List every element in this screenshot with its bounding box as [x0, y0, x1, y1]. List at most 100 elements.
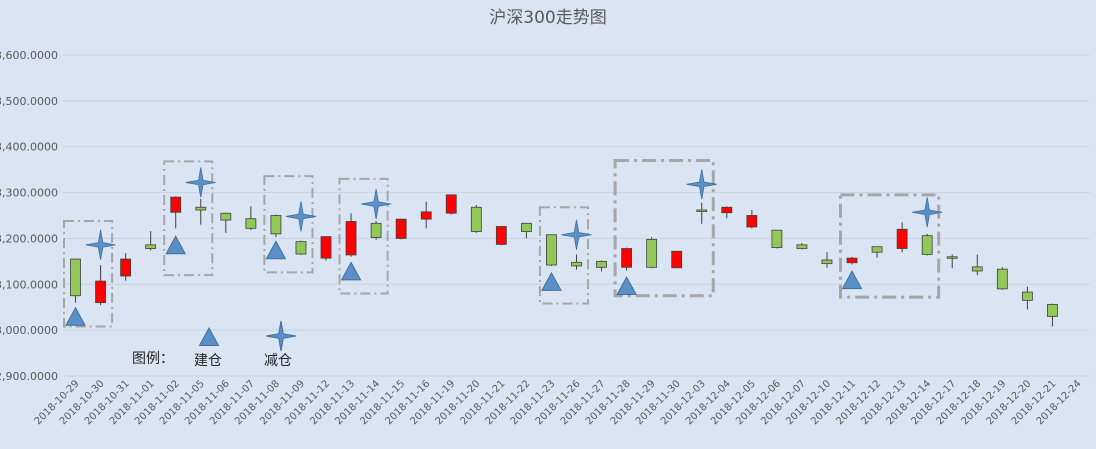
- candle: [220, 212, 232, 233]
- y-tick-label: 2,900.0000: [0, 370, 58, 383]
- candle: [295, 240, 307, 255]
- highlight-box: [63, 220, 114, 328]
- candle-body: [996, 268, 1008, 290]
- sell-marker: [285, 201, 317, 232]
- candle-body: [1047, 304, 1058, 317]
- candle: [170, 196, 182, 229]
- candle-body: [796, 244, 808, 249]
- candle: [470, 204, 482, 233]
- candle-body: [145, 244, 157, 249]
- candle-body: [521, 222, 532, 232]
- candle-body: [1021, 291, 1033, 301]
- candle: [395, 218, 407, 240]
- candle: [921, 233, 933, 256]
- sell-marker: [686, 169, 717, 200]
- candle-body: [721, 206, 733, 214]
- candle: [445, 194, 457, 215]
- candle-body: [771, 229, 783, 249]
- candle-body: [495, 226, 507, 245]
- candle: [596, 260, 607, 272]
- buy-marker: [165, 235, 187, 255]
- y-tick-label: 3,400.0000: [0, 141, 58, 154]
- candle-body: [571, 261, 582, 267]
- buy-marker-legend-icon: [198, 326, 220, 346]
- y-tick-label: 3,200.0000: [0, 232, 58, 245]
- candle-body: [946, 256, 958, 259]
- candle: [270, 214, 282, 238]
- candle: [821, 252, 833, 268]
- sell-marker-legend-icon: [265, 320, 297, 352]
- x-axis-tick-layer: 2018-10-292018-10-302018-10-312018-11-01…: [33, 378, 1084, 427]
- candle-body: [470, 206, 482, 232]
- candle: [1021, 286, 1033, 310]
- highlight-box: [338, 177, 389, 295]
- candle-layer: [70, 194, 1058, 327]
- candle-body: [245, 218, 257, 229]
- candle: [521, 222, 532, 239]
- candle: [320, 236, 332, 261]
- candle-body: [646, 238, 658, 268]
- sell-marker: [85, 229, 116, 260]
- candle-body: [95, 280, 106, 304]
- candle: [120, 253, 132, 281]
- candle: [971, 254, 983, 276]
- candle: [571, 254, 582, 270]
- highlight-box: [613, 158, 715, 298]
- candle-body: [846, 257, 858, 264]
- candle: [696, 202, 708, 224]
- y-tick-label: 3,100.0000: [0, 278, 58, 291]
- candle-body: [295, 241, 307, 255]
- candle: [420, 201, 432, 229]
- candle-body: [170, 196, 182, 213]
- candle: [671, 250, 683, 269]
- candle-body: [445, 194, 457, 214]
- candle-body: [345, 221, 357, 256]
- highlight-box-layer: [63, 158, 941, 328]
- highlight-box: [263, 175, 314, 274]
- highlight-box: [163, 160, 214, 277]
- candle: [370, 221, 382, 240]
- buy-marker: [841, 270, 863, 290]
- candle-body: [671, 250, 683, 269]
- candle-body: [921, 235, 933, 255]
- chart-title: 沪深300走势图: [489, 8, 606, 28]
- candle: [1047, 303, 1058, 327]
- legend: 图例： 建仓 减仓: [132, 320, 297, 369]
- candle-body: [696, 209, 708, 212]
- sell-marker: [185, 167, 216, 198]
- buy-marker: [541, 271, 562, 291]
- highlight-box: [538, 206, 590, 305]
- candle-body: [896, 228, 908, 249]
- candle-body: [70, 258, 81, 297]
- highlight-box: [839, 193, 941, 299]
- y-tick-label: 3,500.0000: [0, 95, 58, 108]
- candle: [195, 198, 207, 225]
- candle-body: [871, 246, 883, 253]
- candle: [846, 256, 858, 265]
- buy-marker: [265, 240, 287, 260]
- candle: [495, 226, 507, 246]
- candle: [95, 265, 106, 305]
- candle: [145, 231, 157, 251]
- candle-body: [395, 218, 407, 239]
- candle: [996, 267, 1008, 290]
- candle-body: [270, 215, 282, 235]
- legend-buy-label: 建仓: [194, 353, 222, 369]
- candle-body: [821, 259, 833, 265]
- candle-body: [320, 236, 332, 259]
- candle-body: [596, 260, 607, 268]
- candle-body: [195, 206, 207, 211]
- candle-body: [546, 234, 557, 266]
- candle: [796, 243, 808, 250]
- marker-layer: [65, 167, 943, 326]
- candle-body: [220, 212, 232, 221]
- legend-sell-label: 减仓: [264, 353, 292, 369]
- candle-body: [370, 222, 382, 238]
- candle-body: [120, 258, 132, 277]
- legend-label: 图例：: [132, 351, 174, 367]
- grid-layer: 2,900.0000 3,000.0000 3,100.0000 3,200.0000…: [0, 49, 1090, 383]
- candle: [896, 222, 908, 253]
- candle: [345, 213, 357, 257]
- candle: [546, 234, 557, 266]
